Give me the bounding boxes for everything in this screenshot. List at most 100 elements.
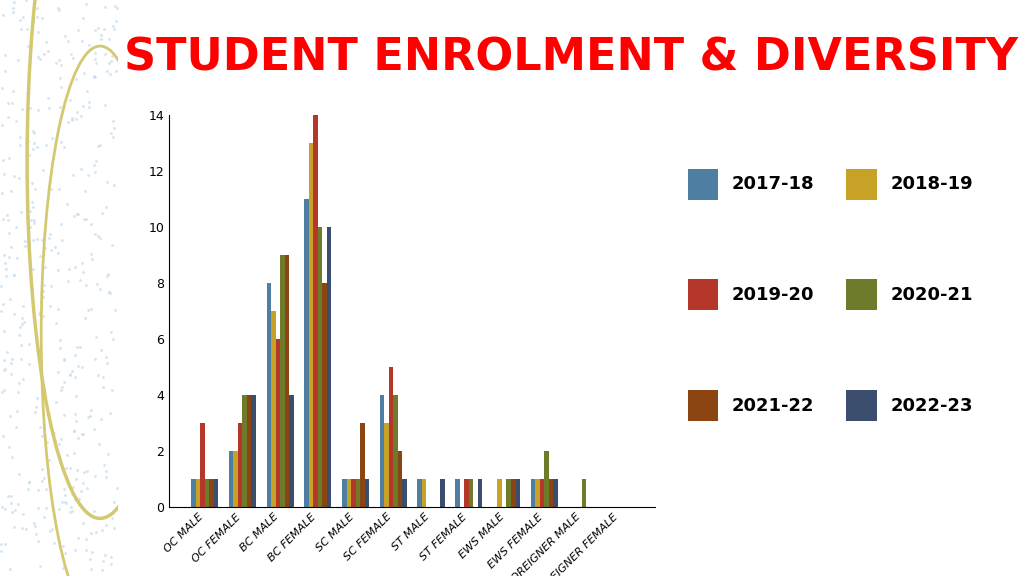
Point [48, 319, 65, 328]
Point [6, 0, 23, 6]
Bar [243, 395, 247, 507]
Bar [205, 479, 209, 507]
Point [66, 426, 82, 435]
Bar [360, 423, 365, 507]
Point [53, 435, 70, 444]
Bar [317, 227, 323, 507]
Point [106, 305, 123, 314]
Point [86, 73, 102, 82]
Point [51, 6, 68, 15]
Point [106, 124, 123, 133]
Point [101, 34, 118, 43]
Point [0, 264, 14, 274]
Point [56, 355, 73, 364]
Point [25, 17, 41, 26]
Point [106, 497, 123, 506]
Point [51, 56, 68, 65]
Point [13, 523, 30, 532]
Bar [209, 479, 214, 507]
Bar [530, 479, 536, 507]
Point [82, 555, 98, 564]
Point [52, 335, 69, 344]
Point [34, 464, 50, 473]
Point [94, 565, 111, 574]
Point [26, 218, 42, 228]
Point [91, 439, 108, 449]
Point [56, 549, 73, 558]
Point [30, 105, 46, 114]
Point [30, 13, 46, 22]
Point [99, 358, 116, 367]
Point [99, 269, 116, 278]
Point [76, 467, 92, 476]
Point [0, 51, 13, 60]
Point [88, 58, 104, 67]
Point [33, 298, 49, 308]
Bar [498, 479, 502, 507]
Point [42, 246, 58, 255]
Point [4, 3, 20, 13]
Point [15, 317, 32, 326]
Point [5, 86, 22, 96]
Point [31, 309, 47, 319]
Point [66, 483, 82, 492]
Point [26, 138, 42, 147]
Point [67, 263, 83, 272]
Bar [422, 479, 427, 507]
Point [83, 250, 99, 259]
Bar [540, 479, 544, 507]
Point [29, 3, 45, 13]
Point [96, 24, 113, 33]
Bar [196, 479, 200, 507]
Point [22, 478, 38, 487]
Point [62, 96, 79, 105]
Point [29, 235, 45, 244]
Point [0, 356, 12, 365]
Point [8, 222, 25, 232]
Point [3, 242, 19, 252]
Point [36, 383, 52, 392]
Point [50, 3, 67, 12]
Point [37, 262, 53, 271]
Point [83, 405, 99, 414]
Point [25, 145, 41, 154]
Bar [200, 423, 205, 507]
Point [25, 236, 41, 245]
Point [98, 272, 115, 281]
Bar [275, 339, 281, 507]
Point [2, 369, 18, 378]
Point [43, 282, 59, 291]
Point [86, 48, 102, 58]
Point [102, 128, 119, 138]
Point [42, 229, 58, 238]
Bar [281, 255, 285, 507]
Bar [228, 451, 233, 507]
Point [92, 285, 109, 294]
Point [20, 359, 37, 368]
Point [17, 237, 34, 246]
Point [30, 503, 46, 512]
Point [0, 365, 12, 374]
Point [40, 47, 56, 56]
Point [66, 170, 82, 180]
Point [97, 352, 114, 361]
Point [67, 426, 83, 435]
Point [25, 264, 41, 274]
Point [28, 184, 44, 194]
Point [30, 485, 46, 494]
Point [3, 358, 19, 367]
Point [68, 416, 84, 426]
Point [88, 332, 104, 342]
Point [18, 0, 35, 5]
Bar [515, 479, 520, 507]
Point [69, 210, 85, 219]
Point [74, 362, 90, 372]
Point [42, 526, 58, 536]
FancyBboxPatch shape [688, 279, 718, 310]
Point [18, 24, 35, 33]
FancyBboxPatch shape [688, 390, 718, 421]
Point [34, 432, 50, 441]
Point [70, 533, 86, 543]
Point [74, 259, 90, 268]
Point [80, 170, 96, 179]
